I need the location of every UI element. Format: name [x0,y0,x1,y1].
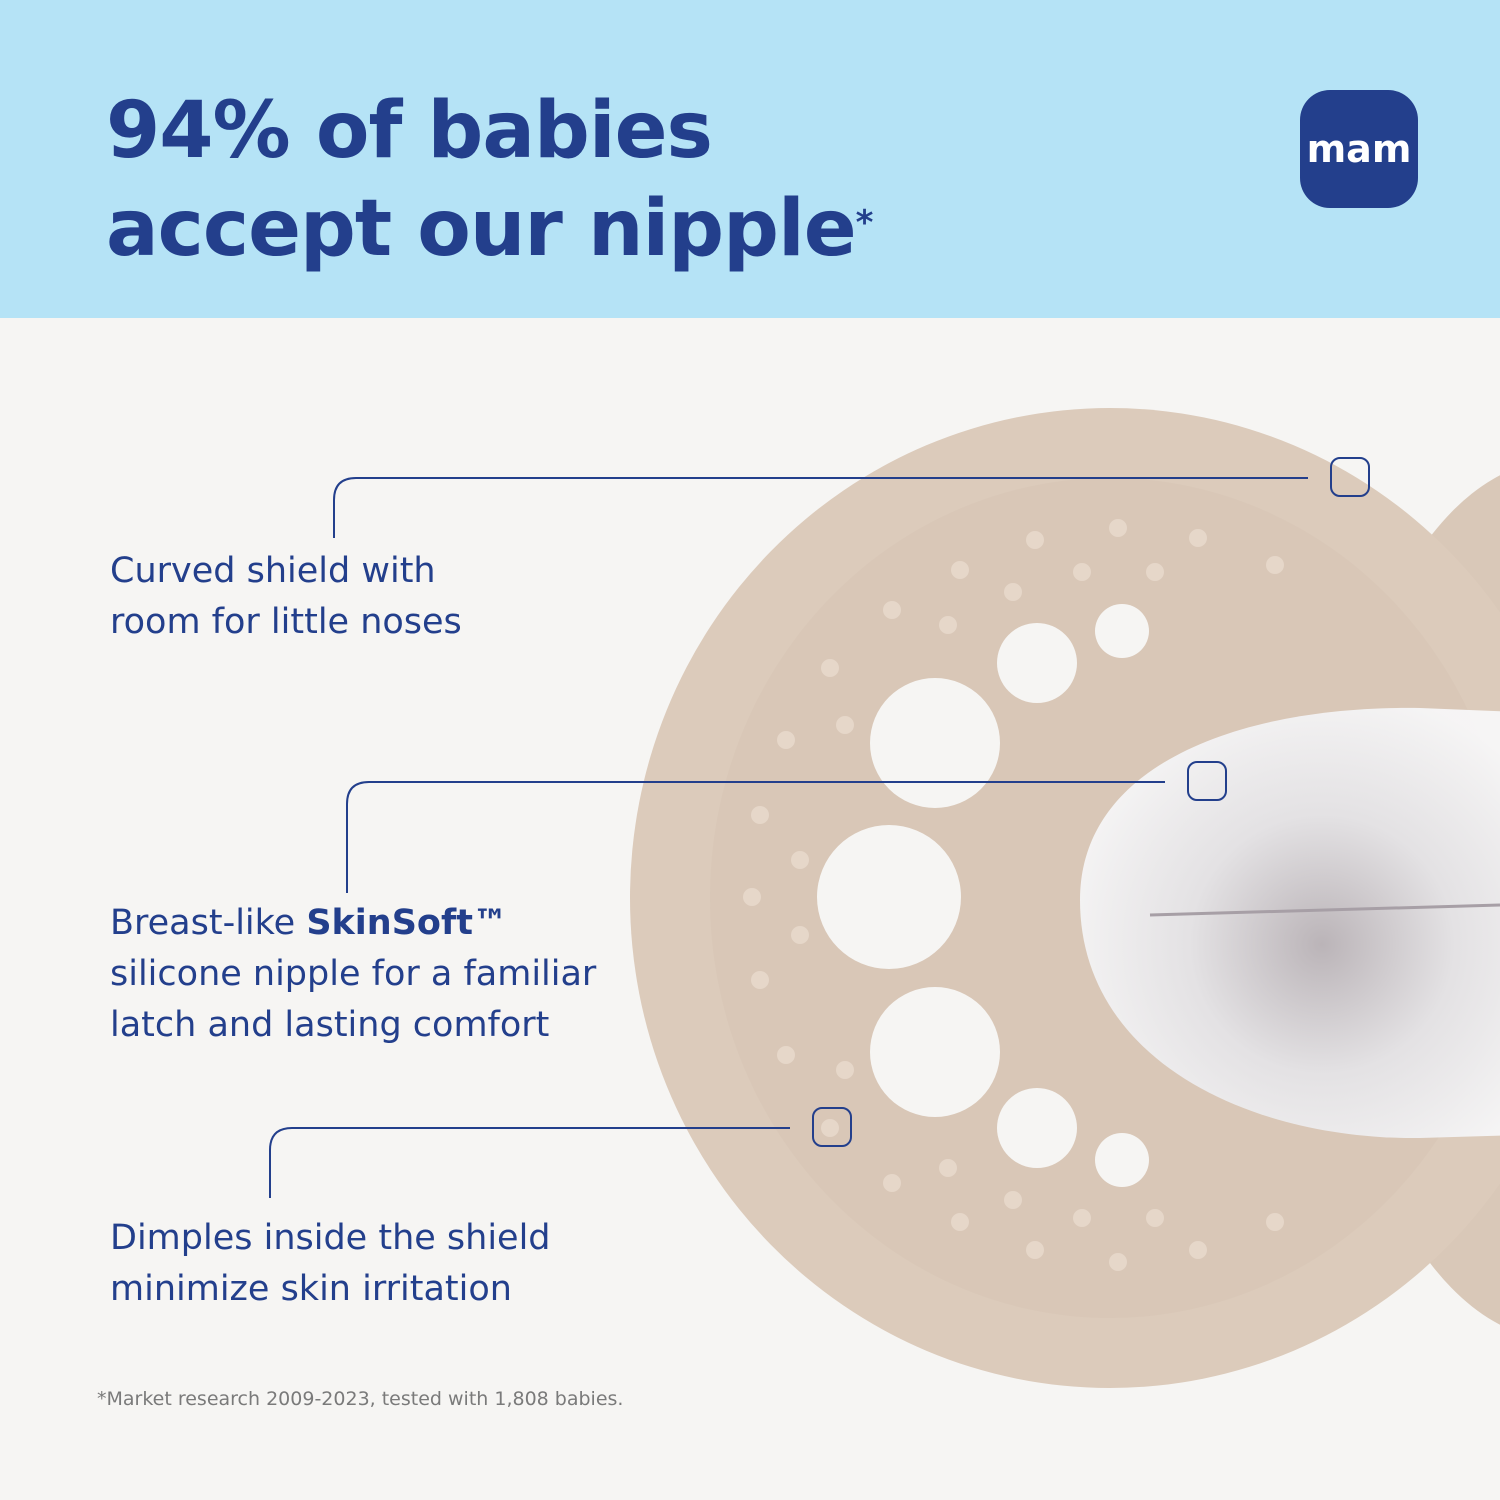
mam-logo: mam [1300,90,1418,208]
headline-line-1: 94% of babies [106,86,713,176]
shield-dimples [743,519,1284,1271]
callout-text: Curved shield with [110,551,436,591]
logo-text: mam [1306,127,1412,171]
connector-dimples [269,1127,790,1198]
footnote-mark: * [855,203,874,243]
headline: 94% of babies accept our nipple* [106,82,874,278]
callout-text: latch and lasting comfort [110,1005,550,1045]
callout-nipple: Breast-like SkinSoft™ silicone nipple fo… [110,898,596,1051]
callout-text: silicone nipple for a familiar [110,954,597,994]
callout-text: minimize skin irritation [110,1269,512,1309]
silicone-nipple [1080,707,1500,1139]
header-banner: 94% of babies accept our nipple* mam [0,0,1500,318]
connector-nipple [346,781,1165,893]
callout-text: Breast-like [110,903,307,943]
footnote: *Market research 2009-2023, tested with … [97,1388,624,1410]
shield-holes [817,604,1149,1187]
marker-dimples [812,1107,852,1147]
connector-shield [333,477,1308,538]
callout-text: room for little noses [110,602,462,642]
callout-connectors [269,457,1370,1198]
callout-dimples: Dimples inside the shield minimize skin … [110,1213,551,1315]
headline-line-2: accept our nipple [106,184,857,274]
marker-nipple [1187,761,1227,801]
callout-shield: Curved shield with room for little noses [110,546,462,648]
skinsoft-brand: SkinSoft™ [306,903,508,943]
marker-shield [1330,457,1370,497]
callout-text: Dimples inside the shield [110,1218,551,1258]
